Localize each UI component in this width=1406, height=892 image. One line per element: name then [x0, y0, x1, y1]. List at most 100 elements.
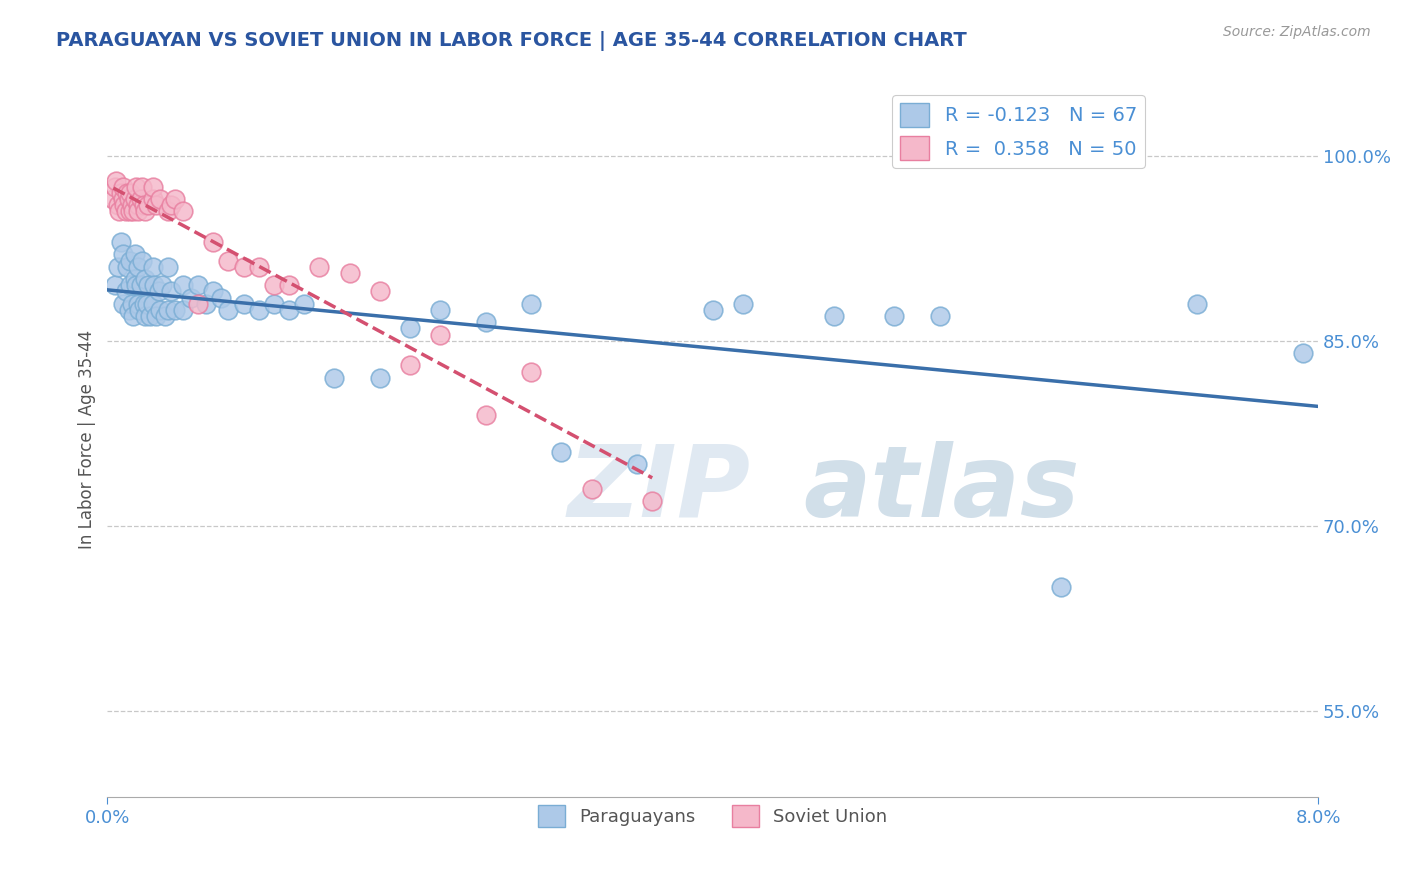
Point: [142, 260, 165, 274]
Point: [125, 278, 148, 293]
Point: [368, 370, 391, 384]
Point: [115, 260, 138, 274]
Point: [121, 297, 143, 311]
Point: [172, 302, 194, 317]
Point: [143, 278, 166, 293]
Point: [134, 272, 156, 286]
Point: [232, 260, 254, 274]
Point: [105, 173, 128, 187]
Point: [278, 278, 301, 293]
Point: [247, 302, 270, 317]
Text: PARAGUAYAN VS SOVIET UNION IN LABOR FORCE | AGE 35-44 CORRELATION CHART: PARAGUAYAN VS SOVIET UNION IN LABOR FORC…: [56, 31, 967, 51]
Point: [120, 186, 142, 200]
Point: [104, 179, 127, 194]
Point: [135, 297, 157, 311]
Point: [148, 285, 170, 299]
Text: Source: ZipAtlas.com: Source: ZipAtlas.com: [1223, 25, 1371, 39]
Point: [132, 198, 155, 212]
Point: [117, 192, 139, 206]
Point: [120, 204, 142, 219]
Point: [520, 297, 543, 311]
Point: [139, 309, 162, 323]
Legend: Paraguayans, Soviet Union: Paraguayans, Soviet Union: [531, 797, 894, 834]
Point: [1185, 297, 1208, 311]
Point: [114, 204, 136, 219]
Point: [150, 278, 173, 293]
Point: [731, 297, 754, 311]
Point: [429, 327, 451, 342]
Point: [127, 260, 149, 274]
Point: [111, 247, 134, 261]
Point: [626, 457, 648, 471]
Point: [120, 253, 142, 268]
Point: [131, 179, 153, 194]
Point: [823, 309, 845, 323]
Point: [111, 297, 134, 311]
Point: [399, 359, 422, 373]
Point: [194, 297, 217, 311]
Point: [368, 285, 391, 299]
Point: [107, 198, 129, 212]
Point: [217, 253, 239, 268]
Point: [550, 444, 572, 458]
Point: [108, 204, 131, 219]
Text: ZIP: ZIP: [568, 441, 751, 538]
Point: [111, 192, 134, 206]
Point: [142, 179, 165, 194]
Point: [263, 297, 285, 311]
Point: [232, 297, 254, 311]
Point: [127, 204, 149, 219]
Point: [142, 192, 165, 206]
Point: [160, 285, 183, 299]
Point: [156, 260, 179, 274]
Point: [115, 186, 138, 200]
Point: [111, 179, 134, 194]
Point: [429, 302, 451, 317]
Point: [156, 302, 179, 317]
Point: [202, 285, 225, 299]
Point: [1050, 580, 1073, 594]
Point: [114, 285, 136, 299]
Point: [474, 408, 496, 422]
Point: [172, 204, 194, 219]
Point: [112, 198, 135, 212]
Point: [117, 302, 139, 317]
Point: [581, 482, 603, 496]
Point: [124, 247, 146, 261]
Point: [142, 297, 165, 311]
Point: [104, 278, 127, 293]
Point: [125, 179, 148, 194]
Point: [134, 309, 156, 323]
Text: atlas: atlas: [804, 441, 1080, 538]
Point: [110, 235, 132, 249]
Point: [165, 192, 187, 206]
Point: [129, 278, 152, 293]
Point: [165, 302, 187, 317]
Point: [134, 204, 156, 219]
Point: [136, 278, 159, 293]
Point: [103, 192, 125, 206]
Point: [149, 302, 172, 317]
Point: [122, 309, 145, 323]
Point: [120, 278, 142, 293]
Point: [129, 192, 152, 206]
Point: [928, 309, 950, 323]
Point: [107, 260, 129, 274]
Point: [122, 204, 145, 219]
Point: [160, 198, 183, 212]
Point: [124, 192, 146, 206]
Point: [217, 302, 239, 317]
Point: [180, 291, 202, 305]
Y-axis label: In Labor Force | Age 35-44: In Labor Force | Age 35-44: [79, 330, 96, 549]
Point: [153, 309, 176, 323]
Point: [702, 302, 724, 317]
Point: [263, 278, 285, 293]
Point: [641, 494, 664, 508]
Point: [149, 192, 172, 206]
Point: [127, 297, 149, 311]
Point: [883, 309, 905, 323]
Point: [127, 198, 149, 212]
Point: [339, 266, 361, 280]
Point: [121, 198, 143, 212]
Point: [520, 365, 543, 379]
